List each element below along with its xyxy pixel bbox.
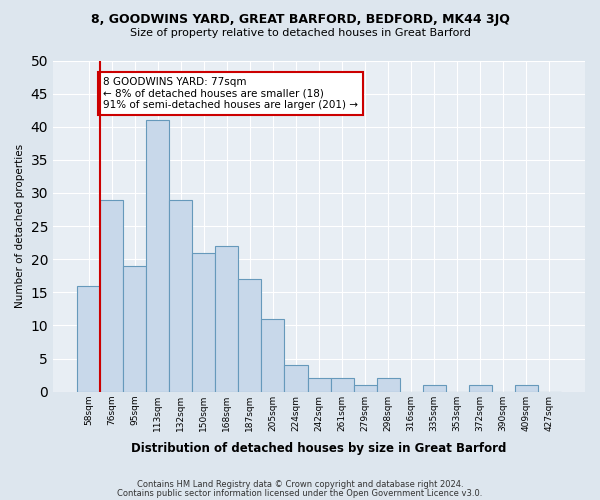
Bar xyxy=(215,246,238,392)
Bar xyxy=(331,378,353,392)
Bar xyxy=(469,385,492,392)
Bar xyxy=(77,286,100,392)
Text: 8, GOODWINS YARD, GREAT BARFORD, BEDFORD, MK44 3JQ: 8, GOODWINS YARD, GREAT BARFORD, BEDFORD… xyxy=(91,12,509,26)
Bar xyxy=(169,200,193,392)
Text: Size of property relative to detached houses in Great Barford: Size of property relative to detached ho… xyxy=(130,28,470,38)
Bar xyxy=(284,365,308,392)
Text: 8 GOODWINS YARD: 77sqm
← 8% of detached houses are smaller (18)
91% of semi-deta: 8 GOODWINS YARD: 77sqm ← 8% of detached … xyxy=(103,77,358,110)
X-axis label: Distribution of detached houses by size in Great Barford: Distribution of detached houses by size … xyxy=(131,442,507,455)
Text: Contains HM Land Registry data © Crown copyright and database right 2024.: Contains HM Land Registry data © Crown c… xyxy=(137,480,463,489)
Bar xyxy=(308,378,331,392)
Bar xyxy=(123,266,146,392)
Text: Contains public sector information licensed under the Open Government Licence v3: Contains public sector information licen… xyxy=(118,488,482,498)
Bar xyxy=(100,200,123,392)
Bar xyxy=(262,319,284,392)
Bar xyxy=(146,120,169,392)
Bar xyxy=(515,385,538,392)
Bar xyxy=(377,378,400,392)
Y-axis label: Number of detached properties: Number of detached properties xyxy=(15,144,25,308)
Bar xyxy=(238,279,262,392)
Bar xyxy=(422,385,446,392)
Bar xyxy=(353,385,377,392)
Bar xyxy=(193,252,215,392)
